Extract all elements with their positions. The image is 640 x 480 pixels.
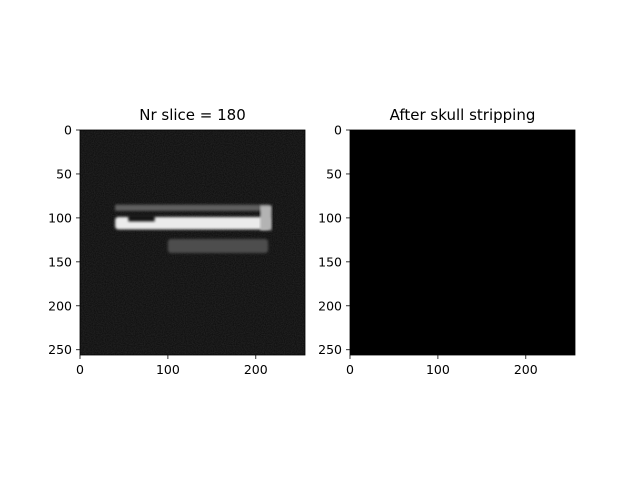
right-y-tick-label: 150 [318, 254, 342, 269]
right-x-tick-label: 100 [426, 362, 450, 377]
left-y-axis: 0 50 100 150 200 250 [48, 123, 80, 357]
left-image-frame [79, 129, 306, 356]
right-y-tick-label: 200 [318, 298, 342, 313]
left-x-tick-label: 0 [76, 362, 84, 377]
left-y-tick-label: 200 [48, 298, 72, 313]
right-x-axis: 0 100 200 [346, 355, 538, 377]
right-y-tick-label: 50 [326, 166, 342, 181]
right-panel: After skull stripping 0 100 200 0 50 100 150 2… [318, 106, 576, 377]
left-image-region [115, 204, 270, 211]
right-image-frame [349, 129, 576, 356]
right-y-tick-label: 0 [334, 123, 342, 138]
left-y-tick-label: 100 [48, 210, 72, 225]
right-image [349, 129, 576, 356]
left-image-region [128, 214, 155, 222]
left-y-tick-label: 150 [48, 254, 72, 269]
right-x-tick-label: 0 [346, 362, 354, 377]
left-y-tick-label: 50 [56, 166, 72, 181]
left-x-axis: 0 100 200 [76, 355, 268, 377]
left-image-region [167, 238, 269, 254]
right-y-tick-label: 100 [318, 210, 342, 225]
left-x-tick-label: 100 [156, 362, 180, 377]
right-x-tick-label: 200 [514, 362, 538, 377]
left-y-tick-label: 0 [64, 123, 72, 138]
left-panel-title: Nr slice = 180 [139, 106, 246, 124]
right-panel-title: After skull stripping [390, 106, 536, 124]
right-image-background [350, 130, 575, 355]
right-y-axis: 0 50 100 150 200 250 [318, 123, 350, 357]
left-x-tick-label: 200 [244, 362, 268, 377]
left-panel: Nr slice = 180 0 100 200 0 50 100 150 200 250 [48, 106, 306, 377]
right-y-tick-label: 250 [318, 342, 342, 357]
left-image-region [260, 205, 272, 231]
left-y-tick-label: 250 [48, 342, 72, 357]
left-image [79, 129, 306, 356]
